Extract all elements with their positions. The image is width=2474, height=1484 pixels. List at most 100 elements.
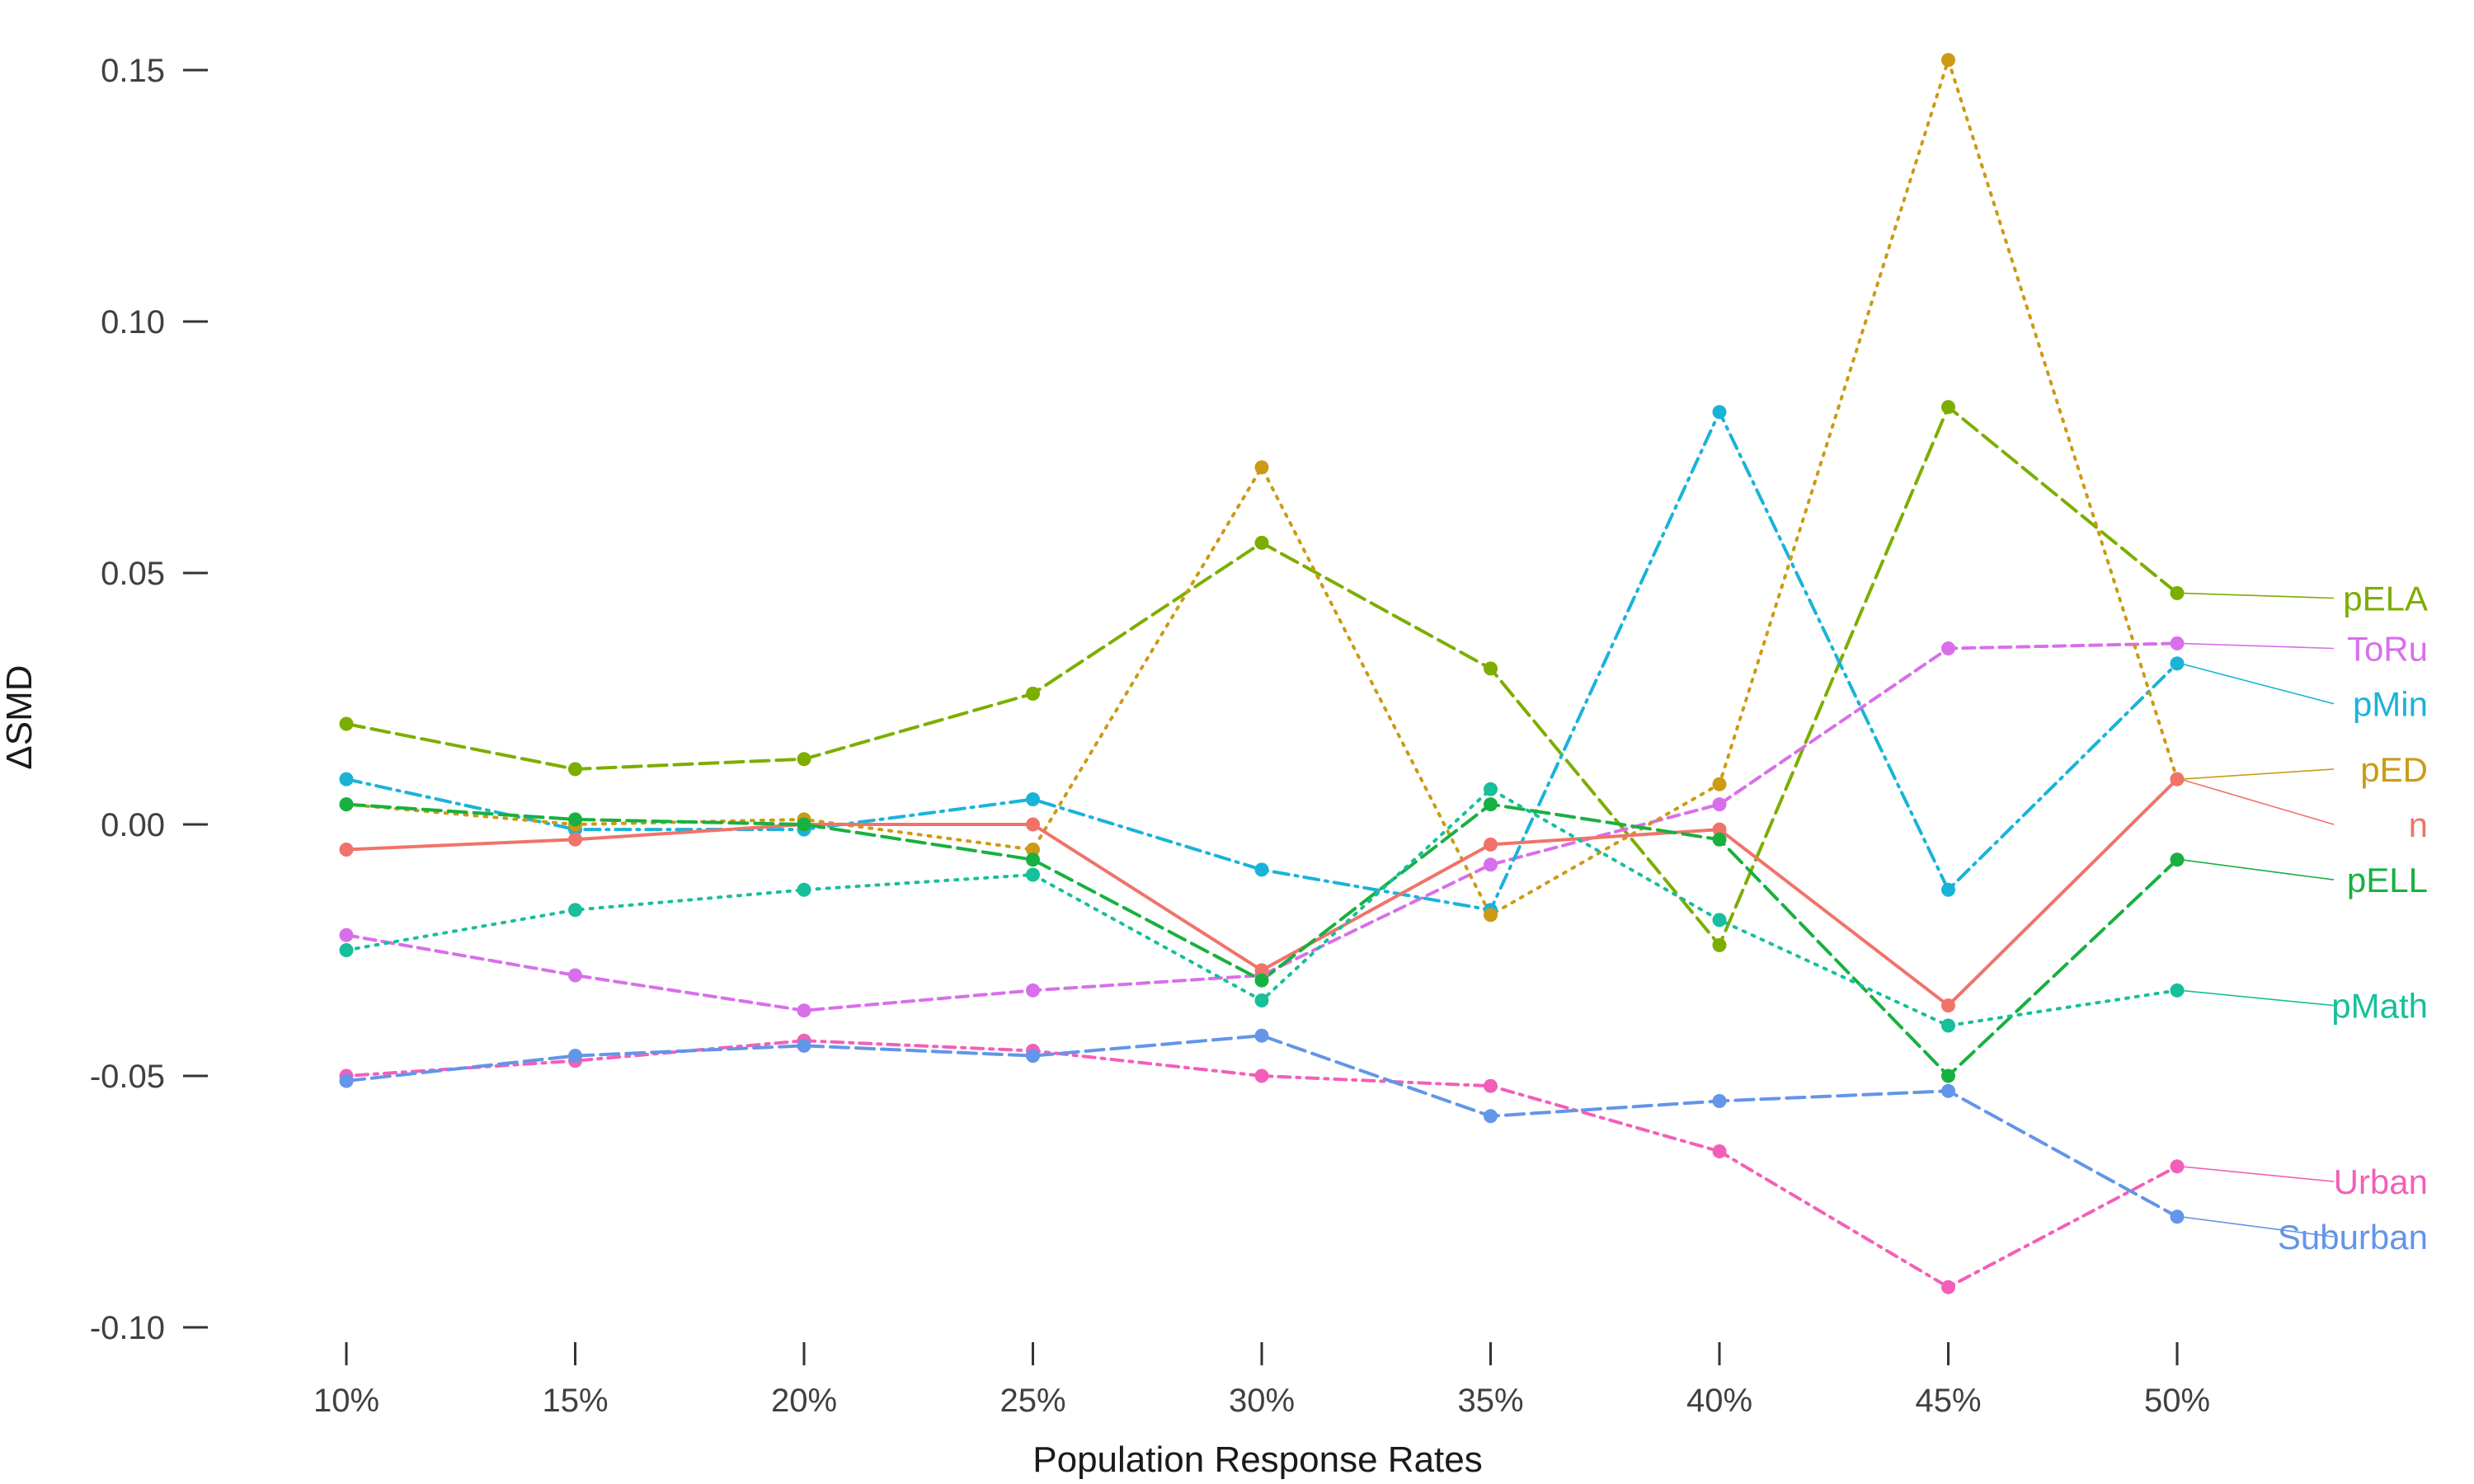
data-point-urban [1941, 1280, 1955, 1294]
data-point-suburban [797, 1038, 811, 1053]
data-point-pmin [1026, 792, 1040, 806]
data-point-pmath [568, 903, 582, 918]
data-point-pela [1254, 535, 1269, 550]
data-point-pell [339, 797, 354, 812]
data-point-pela [1026, 686, 1040, 701]
data-point-pell [1712, 832, 1727, 847]
x-tick-label: 10% [313, 1383, 379, 1419]
data-point-toru [1941, 641, 1955, 655]
data-point-pmath [1941, 1018, 1955, 1033]
series-points [339, 53, 2185, 1294]
series-label-n: n [2409, 805, 2428, 844]
series-line-ped [345, 58, 2179, 917]
data-point-suburban [568, 1049, 582, 1064]
data-point-pell [1484, 797, 1498, 812]
label-leader-pmin [2180, 663, 2335, 705]
label-leader-ped [2180, 768, 2335, 780]
x-tick-label: 45% [1915, 1383, 1981, 1419]
series-line-suburban [345, 1034, 2179, 1219]
series-label-pmin: pMin [2353, 685, 2428, 724]
data-point-pmath [1026, 867, 1040, 882]
series-line-toru [345, 641, 2179, 1012]
data-point-pmin [2170, 656, 2185, 671]
data-point-suburban [339, 1073, 354, 1088]
series-label-pmath: pMath [2331, 987, 2428, 1026]
data-point-ped [1941, 53, 1955, 68]
data-point-pmin [1941, 882, 1955, 897]
data-point-pela [339, 716, 354, 731]
data-point-pell [1026, 852, 1040, 867]
data-point-n [2170, 772, 2185, 787]
data-point-n [1712, 822, 1727, 837]
series-label-toru: ToRu [2347, 630, 2428, 669]
data-point-ped [1484, 908, 1498, 923]
series-line-pmin [345, 410, 2179, 912]
data-point-suburban [1254, 1028, 1269, 1043]
data-point-n [568, 832, 582, 847]
data-point-suburban [2170, 1209, 2185, 1224]
data-point-pmath [2170, 983, 2185, 998]
x-tick-label: 25% [999, 1383, 1065, 1419]
y-tick-label: 0.00 [101, 807, 165, 843]
label-leader-toru [2180, 642, 2335, 650]
y-axis: 0.15 0.10 0.05 0.00 -0.05 -0.10 [90, 53, 208, 1346]
data-point-urban [2170, 1159, 2185, 1174]
data-point-urban [1484, 1078, 1498, 1093]
label-leader-urban [2180, 1166, 2335, 1182]
data-point-n [339, 843, 354, 857]
data-point-ped [1026, 843, 1040, 857]
data-point-pell [1941, 1068, 1955, 1083]
data-point-suburban [1026, 1049, 1040, 1064]
data-point-toru [1484, 857, 1498, 872]
y-tick-label: -0.05 [90, 1059, 165, 1095]
label-leader-pell [2180, 858, 2335, 881]
data-point-n [1254, 963, 1269, 978]
data-point-ped [1254, 460, 1269, 475]
data-point-toru [1026, 983, 1040, 998]
series-label-suburban: Suburban [2278, 1218, 2428, 1256]
data-point-pell [1254, 973, 1269, 988]
series-label-ped: pED [2360, 750, 2428, 789]
data-point-pela [1712, 937, 1727, 952]
data-point-pell [2170, 852, 2185, 867]
y-tick-label: -0.10 [90, 1310, 165, 1346]
data-point-toru [568, 968, 582, 983]
x-tick-label: 15% [542, 1383, 608, 1419]
data-point-pela [2170, 585, 2185, 600]
data-point-toru [339, 928, 354, 942]
series-lines [345, 58, 2179, 1289]
data-point-pmin [1254, 862, 1269, 877]
data-point-ped [1712, 777, 1727, 791]
data-point-urban [1712, 1144, 1727, 1158]
data-point-pell [568, 812, 582, 827]
series-line-pmath [345, 787, 2179, 1027]
y-tick-label: 0.10 [101, 304, 165, 340]
label-leader-pmath [2180, 989, 2335, 1007]
label-leader-n [2180, 778, 2335, 825]
x-tick-label: 40% [1686, 1383, 1752, 1419]
series-label-urban: Urban [2334, 1162, 2428, 1201]
data-point-pmath [1254, 993, 1269, 1007]
x-tick-label: 35% [1457, 1383, 1523, 1419]
label-leader-suburban [2180, 1216, 2335, 1237]
data-point-pmath [339, 943, 354, 957]
data-point-toru [2170, 636, 2185, 650]
series-labels: pELA ToRu pMin pED n pELL pMath Urban Suburban [2180, 580, 2428, 1256]
data-point-pmath [1712, 913, 1727, 928]
x-axis-title: Population Response Rates [1032, 1439, 1482, 1480]
data-point-pela [797, 752, 811, 767]
data-point-toru [797, 1003, 811, 1018]
data-point-pela [568, 762, 582, 777]
data-point-pela [1484, 661, 1498, 676]
data-point-pela [1941, 400, 1955, 415]
data-point-pmath [1484, 782, 1498, 796]
data-point-pmin [339, 772, 354, 787]
x-axis: 10% 15% 20% 25% 30% 35% 40% 45% 50% [313, 1342, 2210, 1419]
data-point-toru [1712, 797, 1727, 812]
data-point-suburban [1941, 1083, 1955, 1098]
y-tick-label: 0.15 [101, 53, 165, 89]
x-tick-label: 20% [771, 1383, 837, 1419]
data-point-suburban [1712, 1094, 1727, 1108]
series-label-pela: pELA [2343, 580, 2428, 618]
